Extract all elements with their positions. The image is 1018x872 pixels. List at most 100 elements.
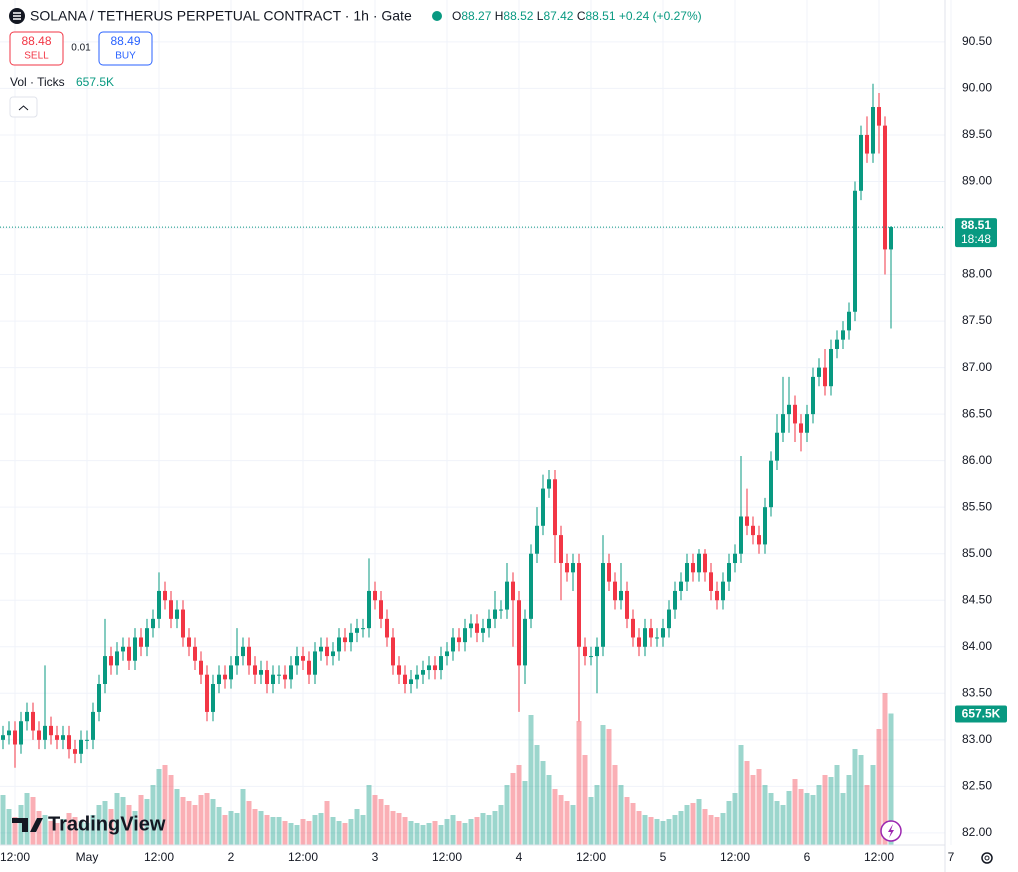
- volume-bar: [774, 801, 780, 845]
- x-tick-label: 12:00: [864, 850, 894, 864]
- candle-body: [583, 646, 587, 657]
- sell-price[interactable]: 88.48: [21, 34, 51, 48]
- candle-body: [235, 656, 239, 666]
- volume-bar: [168, 775, 174, 845]
- sell-button[interactable]: 88.48 SELL: [9, 31, 64, 66]
- candle-body: [625, 590, 629, 619]
- last-price-countdown: 18:48: [961, 232, 991, 246]
- candle-body: [289, 665, 293, 680]
- ohlc-value: 88.27: [461, 9, 491, 23]
- candle-body: [391, 637, 395, 666]
- candle-body: [805, 414, 809, 433]
- sell-label[interactable]: SELL: [24, 51, 49, 62]
- volume-bar: [156, 769, 162, 845]
- volume-bar: [438, 825, 444, 845]
- volume-bar: [318, 813, 324, 845]
- buy-box[interactable]: [98, 31, 153, 66]
- y-tick-label: 84.50: [962, 592, 992, 606]
- replay-button[interactable]: [880, 820, 902, 842]
- volume-bar: [414, 823, 420, 845]
- candle-body: [859, 134, 863, 191]
- volume-bar: [126, 805, 132, 845]
- settings-icon-center[interactable]: [984, 855, 990, 861]
- volume-bar: [456, 821, 462, 845]
- volume-bar: [492, 811, 498, 845]
- candle-layer: [0, 83, 945, 768]
- candle-body: [847, 311, 851, 331]
- volume-bar: [792, 779, 798, 845]
- volume-bar: [636, 811, 642, 845]
- candle-body: [745, 516, 749, 526]
- volume-title: Vol · Ticks: [10, 75, 65, 89]
- candle-body: [55, 735, 59, 740]
- buy-button[interactable]: 88.49 BUY: [98, 31, 153, 66]
- watermark-text: TradingView: [48, 813, 166, 835]
- candle-body: [415, 674, 419, 680]
- candle-body: [427, 665, 431, 671]
- volume-bar: [30, 797, 36, 845]
- settings-icon[interactable]: [981, 852, 993, 864]
- candle-body: [175, 609, 179, 619]
- volume-bar: [42, 815, 48, 845]
- candle-body: [499, 609, 503, 611]
- volume-bar: [408, 821, 414, 845]
- candle-body: [571, 563, 575, 573]
- volume-bar: [198, 795, 204, 845]
- candle-body: [307, 660, 311, 675]
- candle-body: [133, 637, 137, 661]
- volume-bar: [258, 811, 264, 845]
- candle-body: [727, 563, 731, 582]
- collapse-icon[interactable]: [18, 105, 29, 111]
- volume-bar: [282, 821, 288, 845]
- candle-body: [613, 581, 617, 601]
- y-tick-label: 89.00: [962, 174, 992, 188]
- axes: 82.00 82.50 83.00 83.50 84.00 84.50 85.00 85.50…: [0, 34, 1007, 864]
- volume-bar: [180, 797, 186, 845]
- candle-body: [793, 404, 797, 424]
- candle-body: [349, 632, 353, 643]
- y-tick-label: 89.50: [962, 127, 992, 141]
- y-tick-label: 83.50: [962, 685, 992, 699]
- volume-bar: [576, 721, 582, 845]
- volume-bar: [876, 729, 882, 845]
- candle-body: [775, 432, 779, 461]
- x-tick-label: 5: [660, 850, 667, 864]
- buy-price[interactable]: 88.49: [110, 34, 140, 48]
- volume-bar: [852, 749, 858, 845]
- ohlc-label: O: [452, 9, 461, 23]
- candle-body: [103, 656, 107, 685]
- volume-bar: [786, 791, 792, 845]
- volume-bar: [738, 745, 744, 845]
- y-tick-label: 90.50: [962, 34, 992, 48]
- volume-bar: [654, 819, 660, 845]
- candle-body: [13, 730, 17, 745]
- y-tick-label: 82.00: [962, 825, 992, 839]
- volume-bar: [114, 793, 120, 845]
- candle-body: [553, 479, 557, 536]
- x-tick-label: 6: [804, 850, 811, 864]
- spread: 0.01: [71, 43, 91, 54]
- collapse-button[interactable]: [9, 96, 38, 118]
- candle-body: [511, 581, 515, 601]
- volume-bar: [540, 761, 546, 845]
- volume-bar: [702, 809, 708, 845]
- lightning-icon[interactable]: [888, 824, 894, 838]
- buy-label[interactable]: BUY: [115, 51, 136, 62]
- candle-body: [505, 581, 509, 610]
- sell-box[interactable]: [9, 31, 64, 66]
- candle-body: [43, 725, 47, 740]
- candle-body: [757, 535, 761, 545]
- candle-body: [475, 623, 479, 633]
- candle-body: [49, 725, 53, 736]
- candle-body: [271, 674, 275, 685]
- candle-body: [763, 507, 767, 545]
- volume-bar: [372, 795, 378, 845]
- volume-bar: [36, 811, 42, 845]
- settings-button[interactable]: [981, 852, 993, 864]
- candle-body: [529, 553, 533, 619]
- volume-bar: [804, 793, 810, 845]
- candle-body: [751, 525, 755, 536]
- volume-bar: [618, 785, 624, 845]
- collapse-box[interactable]: [9, 96, 38, 118]
- candle-body: [313, 651, 317, 675]
